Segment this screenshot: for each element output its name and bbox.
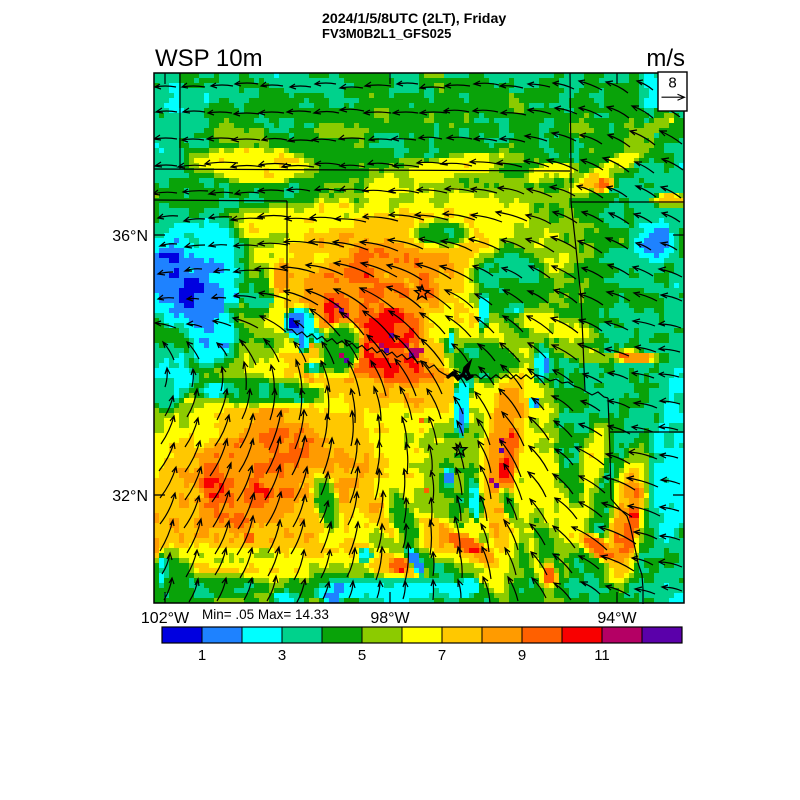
svg-text:1: 1 bbox=[198, 647, 206, 664]
svg-text:102°W: 102°W bbox=[141, 610, 190, 627]
svg-text:FV3M0B2L1_GFS025: FV3M0B2L1_GFS025 bbox=[322, 26, 451, 41]
svg-text:3: 3 bbox=[278, 647, 286, 664]
svg-text:9: 9 bbox=[518, 647, 526, 664]
svg-text:98°W: 98°W bbox=[370, 610, 410, 627]
svg-text:36°N: 36°N bbox=[112, 228, 148, 245]
svg-text:WSP 10m: WSP 10m bbox=[155, 45, 263, 72]
svg-text:32°N: 32°N bbox=[112, 488, 148, 505]
svg-text:2024/1/5/8UTC (2LT), Friday: 2024/1/5/8UTC (2LT), Friday bbox=[322, 11, 506, 27]
svg-text:Min= .05 Max= 14.33: Min= .05 Max= 14.33 bbox=[202, 607, 329, 622]
svg-text:m/s: m/s bbox=[646, 45, 685, 72]
svg-text:5: 5 bbox=[358, 647, 366, 664]
svg-text:94°W: 94°W bbox=[597, 610, 637, 627]
svg-text:11: 11 bbox=[594, 647, 610, 664]
svg-text:8: 8 bbox=[668, 75, 676, 92]
svg-text:7: 7 bbox=[438, 647, 446, 664]
